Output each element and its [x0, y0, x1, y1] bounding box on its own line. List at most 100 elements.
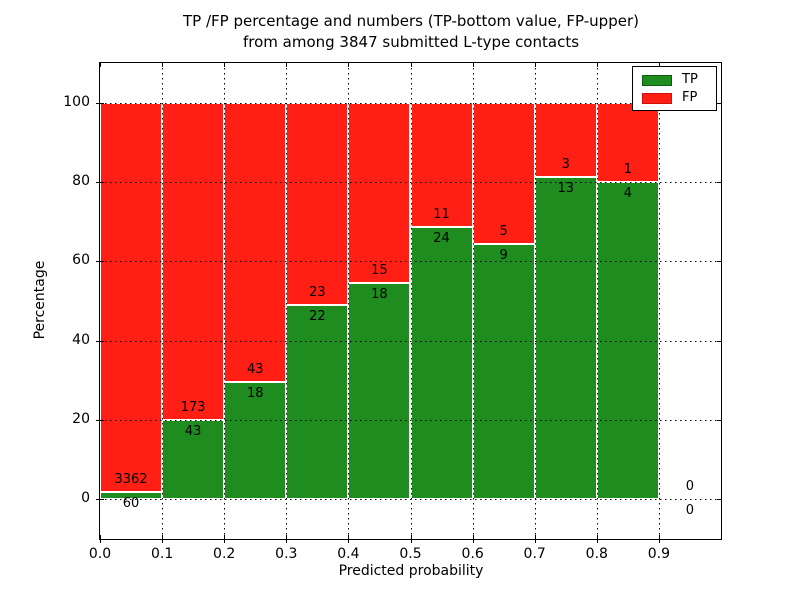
legend-label-fp: FP [682, 90, 698, 105]
gridline-v [286, 63, 288, 539]
x-tick-mark [534, 535, 536, 543]
gridline-v [162, 63, 164, 539]
fp-count-label: 5 [499, 224, 508, 240]
x-tick-mark [596, 535, 598, 543]
x-tick-mark [472, 535, 474, 543]
tp-count-label: 24 [433, 231, 450, 247]
x-tick-label: 0.3 [275, 546, 298, 562]
y-tick-mark [96, 420, 104, 421]
x-tick-label: 0.8 [585, 546, 608, 562]
gridline-v [658, 63, 660, 539]
tp-count-label: 4 [623, 186, 632, 201]
x-tick-mark [162, 535, 164, 543]
y-tick-mark [96, 499, 104, 501]
gridline-v [596, 63, 598, 539]
x-tick-label: 0.6 [461, 546, 484, 562]
x-tick-mark-top [162, 63, 164, 67]
y-tick-mark [96, 182, 104, 183]
legend-entry-tp: TP [642, 73, 708, 87]
x-tick-mark [410, 535, 412, 543]
x-tick-mark [224, 535, 226, 543]
tp-count-label: 22 [309, 309, 326, 325]
bar-segment-fp [100, 102, 163, 493]
x-tick-mark-top [596, 63, 598, 67]
legend: TP FP [632, 66, 717, 111]
x-tick-mark-top [410, 63, 412, 67]
x-tick-label: 0.7 [523, 546, 546, 562]
bar-segment-tp [286, 305, 349, 500]
x-tick-mark-top [472, 63, 474, 67]
y-tick-mark-right [717, 261, 721, 263]
gridline-v [410, 63, 412, 539]
gridline-v [534, 63, 536, 539]
chart-title-line2: from among 3847 submitted L-type contact… [242, 33, 580, 51]
tp-count-label: 18 [246, 386, 264, 402]
bar-segment-tp [224, 382, 287, 500]
tp-color-swatch [642, 74, 672, 86]
x-tick-label: 0.9 [647, 546, 671, 562]
gridline-v [348, 63, 350, 539]
tp-count-label: 9 [499, 248, 508, 264]
fp-count-label: 11 [433, 207, 450, 223]
x-tick-mark [658, 535, 660, 543]
legend-label-tp: TP [682, 72, 698, 87]
bar-segment-tp [410, 227, 473, 500]
x-tick-label: 0.5 [399, 546, 422, 562]
tp-count-label: 43 [184, 424, 202, 440]
bar-segment-fp [348, 102, 411, 283]
bar-segment-fp [286, 102, 349, 306]
y-tick-mark [96, 261, 104, 263]
fp-color-swatch [642, 92, 672, 104]
y-tick-label: 100 [63, 93, 90, 110]
y-tick-mark-right [717, 420, 721, 421]
y-tick-mark-right [717, 102, 721, 104]
fp-count-label: 23 [309, 285, 326, 301]
x-tick-label: 0.2 [213, 546, 236, 562]
x-tick-mark [100, 535, 101, 543]
x-tick-mark-top [224, 63, 226, 67]
y-tick-mark [96, 102, 104, 104]
bar-segment-tp [100, 492, 163, 500]
fp-count-label: 0 [685, 479, 695, 495]
y-tick-label: 0 [81, 490, 90, 507]
gridline-v [224, 63, 226, 539]
x-tick-label: 0.4 [337, 546, 360, 562]
tp-count-label: 18 [371, 286, 388, 302]
bar-segment-tp [472, 244, 535, 500]
y-tick-label: 20 [72, 411, 90, 427]
y-tick-label: 40 [72, 331, 90, 348]
x-tick-mark-top [534, 63, 536, 67]
y-tick-label: 60 [72, 252, 90, 269]
y-tick-mark-right [717, 340, 721, 342]
x-tick-mark-top [348, 63, 350, 67]
legend-entry-fp: FP [642, 91, 708, 105]
x-tick-label: 0.0 [88, 546, 112, 562]
fp-count-label: 173 [180, 400, 206, 416]
tp-count-label: 13 [557, 181, 575, 197]
y-tick-mark-right [717, 499, 721, 501]
tp-count-label: 0 [685, 503, 695, 519]
x-tick-mark [348, 535, 350, 543]
x-tick-label: 0.1 [150, 546, 174, 562]
chart-title-line1: TP /FP percentage and numbers (TP-bottom… [183, 12, 639, 30]
fp-count-label: 3 [561, 157, 570, 173]
y-tick-label: 80 [72, 173, 90, 189]
bar-segment-tp [348, 282, 411, 500]
fp-count-label: 3362 [114, 472, 148, 488]
bar-segment-tp [534, 177, 597, 500]
bar-segment-tp [162, 420, 225, 500]
x-axis-label: Predicted probability [338, 563, 484, 579]
y-tick-mark-right [717, 182, 721, 183]
gridline-v [472, 63, 474, 539]
fp-count-label: 1 [623, 162, 632, 177]
x-tick-mark-top [286, 63, 288, 67]
x-tick-mark [286, 535, 288, 543]
fp-count-label: 15 [371, 262, 388, 278]
x-tick-mark-top [100, 63, 101, 67]
bar-segment-fp [472, 102, 535, 245]
tp-count-label: 60 [122, 496, 140, 512]
y-tick-mark [96, 340, 104, 342]
fp-count-label: 43 [246, 362, 264, 378]
x-tick-mark-top [658, 63, 660, 67]
